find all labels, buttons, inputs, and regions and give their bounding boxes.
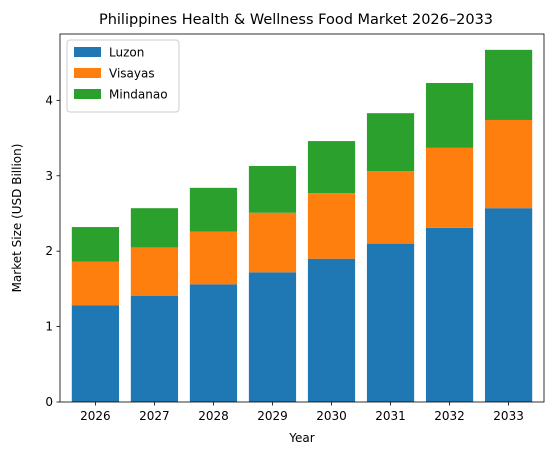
bar-mindanao-2027 <box>130 208 179 248</box>
bar-visayas-2031 <box>366 171 415 244</box>
bar-mindanao-2033 <box>484 49 533 120</box>
x-tick-label-2028: 2028 <box>198 409 229 423</box>
x-axis-ticks: 2026 2027 2028 2029 2030 2031 2032 2033 <box>80 402 524 423</box>
y-axis-ticks: 0 1 2 3 4 <box>45 93 60 409</box>
y-axis-label: Market Size (USD Billion) <box>10 144 24 293</box>
bar-mindanao-2030 <box>307 141 356 194</box>
y-tick-label-1: 1 <box>45 320 53 334</box>
y-tick-label-0: 0 <box>45 395 53 409</box>
chart-title: Philippines Health & Wellness Food Marke… <box>99 12 493 28</box>
y-tick-label-2: 2 <box>45 244 53 258</box>
bar-visayas-2032 <box>425 147 474 228</box>
x-tick-label-2026: 2026 <box>80 409 111 423</box>
legend-swatch-visayas <box>74 68 101 78</box>
bar-visayas-2033 <box>484 119 533 209</box>
y-tick-label-3: 3 <box>45 169 53 183</box>
legend-swatch-mindanao <box>74 89 101 99</box>
bar-visayas-2027 <box>130 247 179 296</box>
x-tick-label-2030: 2030 <box>316 409 347 423</box>
x-tick-label-2033: 2033 <box>493 409 524 423</box>
bar-luzon-2033 <box>484 208 533 402</box>
legend-label-visayas: Visayas <box>109 67 155 81</box>
legend: Luzon Visayas Mindanao <box>66 39 180 113</box>
bar-visayas-2028 <box>189 231 238 285</box>
bar-mindanao-2029 <box>248 165 297 213</box>
x-tick-label-2032: 2032 <box>434 409 465 423</box>
plot-frame <box>59 33 545 403</box>
bar-visayas-2026 <box>71 261 120 306</box>
x-tick-label-2031: 2031 <box>375 409 406 423</box>
bar-mindanao-2032 <box>425 83 474 148</box>
bar-luzon-2028 <box>189 284 238 402</box>
bars-group <box>71 49 533 402</box>
bar-mindanao-2031 <box>366 113 415 172</box>
bar-visayas-2029 <box>248 212 297 273</box>
x-tick-label-2029: 2029 <box>257 409 288 423</box>
bar-luzon-2030 <box>307 258 356 402</box>
bar-luzon-2029 <box>248 272 297 402</box>
legend-label-mindanao: Mindanao <box>109 88 168 102</box>
bar-mindanao-2028 <box>189 187 238 232</box>
legend-label-luzon: Luzon <box>109 46 144 60</box>
bar-mindanao-2026 <box>71 227 120 262</box>
bar-luzon-2026 <box>71 305 120 402</box>
y-tick-label-4: 4 <box>45 93 53 107</box>
x-axis-label: Year <box>288 431 314 445</box>
bar-luzon-2031 <box>366 243 415 402</box>
bar-visayas-2030 <box>307 193 356 259</box>
legend-swatch-luzon <box>74 47 101 57</box>
bar-luzon-2027 <box>130 295 179 402</box>
x-tick-label-2027: 2027 <box>139 409 170 423</box>
bar-luzon-2032 <box>425 227 474 402</box>
